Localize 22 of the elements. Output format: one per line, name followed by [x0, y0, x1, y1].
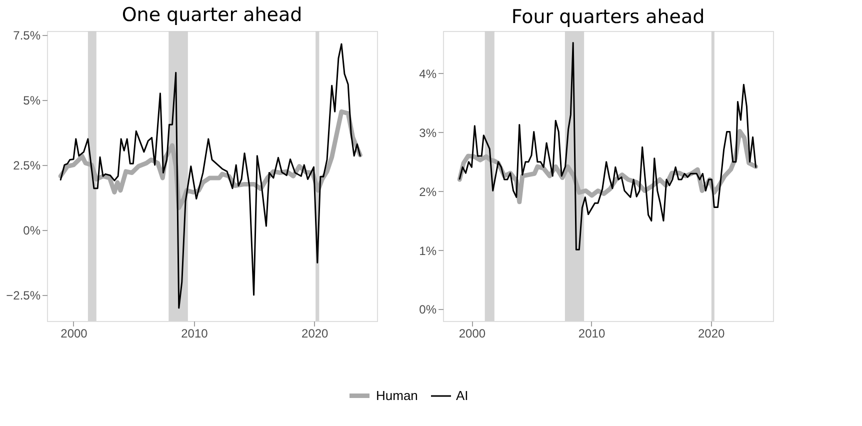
legend-label: Human [376, 388, 418, 403]
legend-label: AI [456, 388, 468, 403]
chart-title: One quarter ahead [122, 4, 302, 26]
y-tick-label: 3% [419, 126, 437, 140]
x-tick-label: 2020 [698, 326, 725, 340]
y-tick-label: 7.5% [13, 28, 41, 42]
x-tick-label: 2020 [302, 326, 329, 340]
y-tick-label: 4% [419, 66, 437, 81]
line-series [458, 42, 757, 250]
y-tick-label: −2.5% [6, 288, 41, 302]
x-tick-label: 2000 [60, 326, 88, 340]
y-tick-label: 0% [23, 223, 41, 238]
x-tick-label: 2010 [181, 326, 208, 340]
line-series [60, 43, 361, 309]
y-tick-label: 1% [419, 244, 437, 258]
y-tick-label: 2% [419, 184, 437, 199]
x-tick-label: 2000 [458, 326, 486, 340]
chart-title: Four quarters ahead [511, 6, 705, 28]
y-tick-label: 2.5% [13, 158, 41, 172]
x-tick-label: 2010 [578, 326, 606, 340]
y-tick-label: 0% [419, 302, 437, 317]
y-tick-label: 5% [23, 93, 41, 108]
